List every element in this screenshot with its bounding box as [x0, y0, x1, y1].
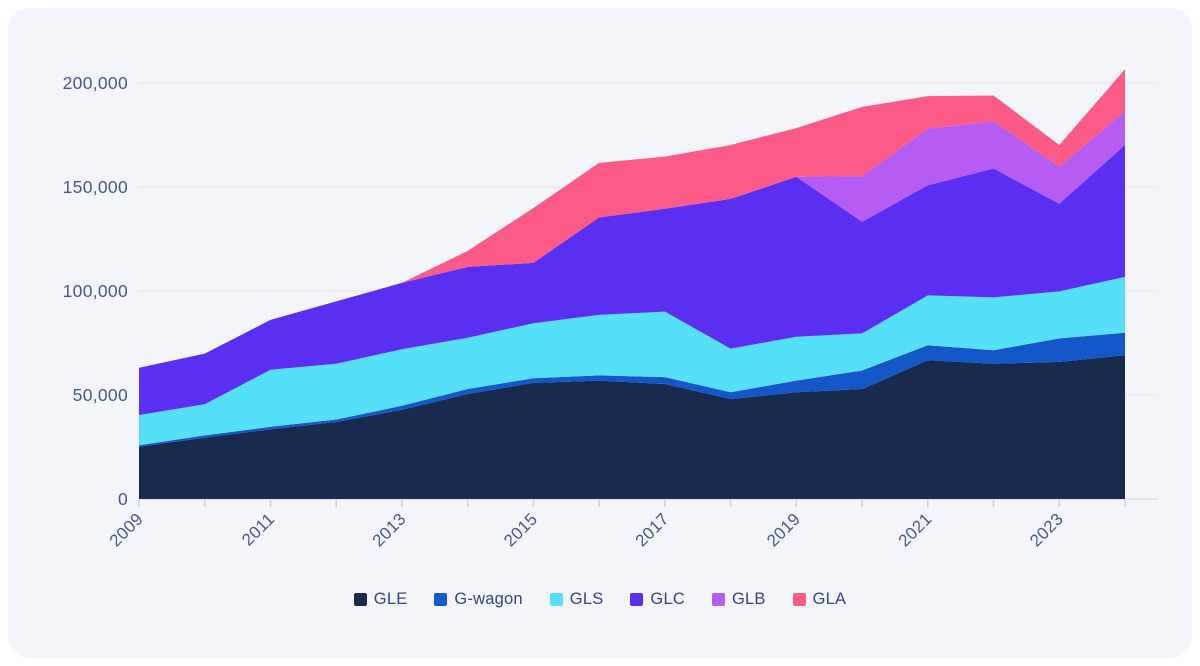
legend-swatch-gls — [549, 593, 563, 606]
legend-label: GLS — [569, 590, 604, 608]
x-axis-tick-label: 2019 — [763, 509, 804, 550]
legend-swatch-glb — [711, 593, 725, 606]
x-axis-tick-label: 2011 — [238, 509, 278, 549]
y-axis-tick-label: 200,000 — [63, 73, 128, 93]
x-axis-tick-label: 2021 — [895, 509, 936, 550]
area-series-glb — [139, 111, 1125, 368]
y-axis-tick-label: 50,000 — [73, 385, 128, 405]
x-axis-tick-label: 2015 — [500, 509, 541, 550]
chart-legend: GLE G-wagon GLS GLC GLB GLA — [8, 590, 1192, 609]
area-series-glc — [139, 145, 1125, 415]
area-series-gla — [139, 69, 1125, 368]
legend-item-glb[interactable]: GLB — [711, 590, 766, 609]
y-axis-tick-label: 0 — [118, 489, 128, 509]
legend-label: GLB — [731, 590, 766, 608]
legend-swatch-gla — [792, 593, 806, 606]
y-axis-tick-label: 100,000 — [63, 281, 128, 301]
x-axis-tick-label: 2013 — [369, 509, 410, 550]
area-series-gls — [139, 276, 1125, 446]
x-axis-tick-label: 2017 — [632, 509, 673, 550]
legend-item-gla[interactable]: GLA — [792, 590, 847, 609]
legend-swatch-gle — [353, 593, 367, 606]
legend-swatch-glc — [630, 593, 644, 606]
legend-item-gle[interactable]: GLE — [353, 590, 408, 609]
legend-label: GLC — [650, 590, 685, 608]
legend-swatch-g-wagon — [434, 593, 448, 606]
x-axis-tick-label: 2023 — [1026, 509, 1067, 550]
y-axis-tick-label: 150,000 — [63, 177, 128, 197]
legend-label: GLE — [373, 590, 408, 608]
x-axis-tick-label: 2009 — [106, 509, 147, 550]
chart-card: 0 50,000 100,000 150,000 200,000 2009 2011 2013… — [8, 8, 1192, 658]
legend-item-gls[interactable]: GLS — [549, 590, 604, 609]
legend-item-glc[interactable]: GLC — [630, 590, 685, 609]
area-series-gle — [139, 355, 1125, 499]
legend-label: GLA — [812, 590, 847, 608]
legend-label: G-wagon — [454, 590, 523, 608]
legend-item-g-wagon[interactable]: G-wagon — [434, 590, 523, 609]
